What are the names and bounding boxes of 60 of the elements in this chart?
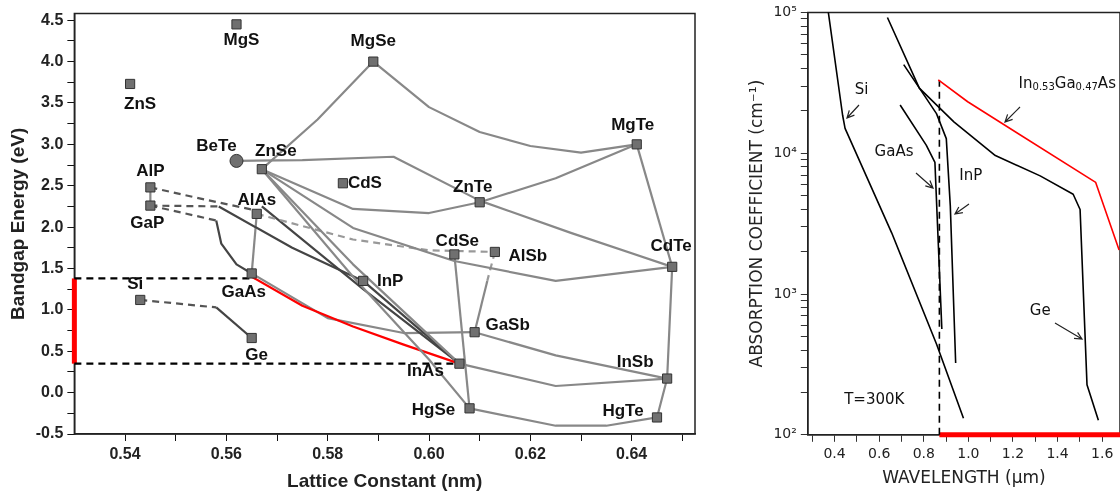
y-tick-label: 3.5 — [41, 93, 64, 111]
y-tick-label: 10⁴ — [773, 143, 798, 160]
annotation: MgSe — [350, 31, 396, 51]
annotation: ZnSe — [255, 140, 297, 160]
x-tick-label: 1.4 — [1046, 444, 1069, 461]
annotation: BeTe — [196, 135, 237, 155]
y-tick-label: 3.0 — [41, 134, 64, 152]
y-tick-label: 1.0 — [41, 300, 64, 318]
annotation: Si — [127, 273, 144, 293]
x-tick-label: 0.60 — [413, 445, 445, 463]
y-tick-label: 2.0 — [41, 217, 64, 235]
x-tick-label: 0.4 — [823, 444, 846, 461]
x-tick-label: 1.6 — [1091, 444, 1114, 461]
x-tick-label: 1.2 — [1001, 444, 1025, 461]
annotation: GaAs — [221, 282, 266, 302]
annotation: T=300K — [843, 389, 906, 408]
x-tick-label: 0.62 — [514, 445, 547, 463]
annotation: InAs — [406, 361, 444, 381]
annotation: CdTe — [650, 235, 692, 255]
x-tick-label: 0.6 — [868, 444, 891, 461]
y-tick-label: 0.0 — [41, 383, 64, 401]
annotation: Si — [854, 79, 869, 98]
y-axis-title: Bandgap Energy (eV) — [6, 127, 28, 320]
y-tick-label: -0.5 — [35, 424, 64, 442]
x-tick-label: 0.56 — [210, 445, 243, 463]
x-tick-label: 0.8 — [912, 444, 935, 461]
annotation: AlAs — [237, 189, 277, 209]
x-axis-title: WAVELENGTH (μm) — [882, 467, 1046, 488]
x-tick-label: 0.64 — [616, 445, 648, 463]
annotation: GaSb — [485, 314, 530, 334]
y-tick-label: 2.5 — [41, 176, 64, 194]
annotation: GaP — [130, 213, 165, 233]
annotation: MgTe — [611, 115, 655, 135]
y-tick-label: 10⁵ — [773, 3, 797, 20]
x-tick-label: 0.54 — [109, 445, 141, 463]
y-tick-label: 4.0 — [41, 52, 64, 69]
annotation: MgS — [223, 30, 260, 50]
x-tick-label: 0.58 — [312, 445, 344, 463]
y-axis-title: ABSORPTION COEFFICIENT (cm⁻¹) — [745, 79, 766, 368]
y-tick-label: 10³ — [773, 284, 797, 301]
annotation: InSb — [616, 352, 654, 372]
annotation: InP — [959, 165, 983, 184]
annotation: ZnS — [124, 93, 157, 113]
y-tick-label: 10² — [773, 425, 797, 442]
y-tick-label: 1.5 — [41, 258, 64, 276]
annotation: Ge — [245, 344, 269, 364]
annotation: HgSe — [411, 400, 456, 420]
annotation: HgTe — [602, 401, 644, 421]
annotation: CdSe — [435, 231, 480, 251]
annotation: GaAs — [874, 141, 914, 160]
annotation: AlP — [136, 161, 165, 181]
annotation: Ge — [1029, 300, 1051, 319]
annotation: ZnTe — [453, 176, 493, 196]
x-axis-title: Lattice Constant (nm) — [287, 469, 483, 491]
y-tick-label: 0.5 — [41, 341, 64, 359]
y-tick-label: 4.5 — [41, 10, 64, 28]
annotation: AlSb — [508, 245, 548, 265]
x-tick-label: 1.0 — [957, 444, 980, 461]
annotation: CdS — [347, 172, 382, 192]
annotation: InP — [376, 270, 404, 290]
